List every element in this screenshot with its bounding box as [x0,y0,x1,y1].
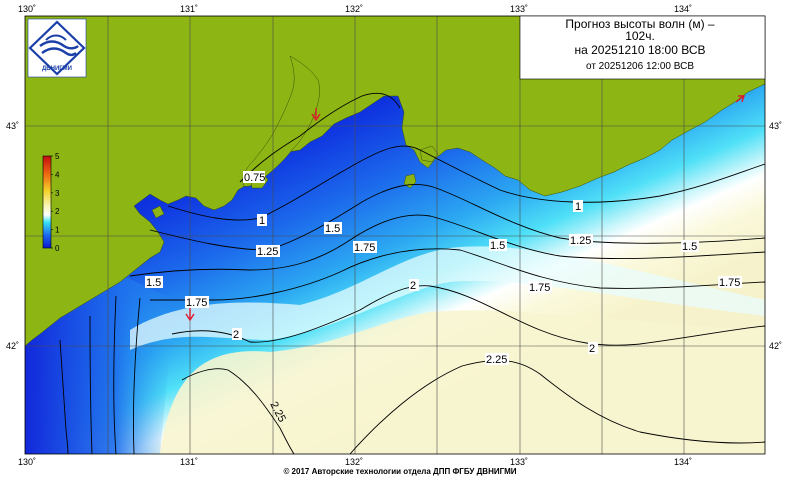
white-wave-band [130,246,765,350]
contour-label: 2 [589,343,595,355]
lon-label: 131˚ [180,457,198,467]
lon-label: 132˚ [345,4,363,14]
contour-label: 2 [233,329,239,341]
lon-label: 130˚ [18,4,36,14]
logo-text: ДВНИГМИ [42,66,72,72]
direction-arrows [185,95,745,322]
map-body: 0.75 1 1.25 1.5 1.75 2 2 2 1.5 1.75 1 1.… [25,16,765,454]
legend-tick-labels: 5 4 3 2 1 0 [51,152,60,253]
contour-1.75 [149,248,765,301]
contour-labels: 0.75 1 1.25 1.5 1.75 2 2 2 1.5 1.75 1 1.… [145,171,742,424]
legend-tick-label: 5 [55,152,60,161]
contour-2.25-b [349,360,765,454]
contour-label: 1.5 [325,223,340,235]
lat-label: 43˚ [6,121,19,131]
contour-2 [171,285,765,346]
contour-label: 1 [259,215,265,227]
arrow-icon [311,108,321,122]
title-line-4: от 20251206 12:00 ВСВ [586,61,694,72]
contour-label: 1.5 [490,240,505,252]
legend-tick-label: 1 [55,226,60,235]
contour-label: 1.25 [257,246,278,258]
contour-label: 1.75 [529,282,550,294]
title-box: Прогноз высоты волн (м) – 102ч. на 20251… [519,15,766,80]
contour-west-1 [59,339,69,454]
title-line-3: на 20251210 18:00 ВСВ [575,43,706,57]
legend-tick-label: 4 [55,170,60,179]
color-legend: 5 4 3 2 1 0 [42,152,60,253]
logo-wave-icon [39,40,79,50]
latitude-labels: 43˚ 42˚ 43˚ 42˚ [6,121,782,351]
contour-label: 1 [575,201,581,213]
island-small [151,205,165,219]
contour-2.25-a [181,368,295,454]
contour-label: 0.75 [244,172,265,184]
legend-tick-label: 3 [55,189,60,198]
contour-west-4 [133,297,141,454]
lon-label: 134˚ [674,4,692,14]
contour-west-3 [113,295,117,454]
lat-label: 42˚ [6,341,19,351]
dvnigmi-logo: ДВНИГМИ [27,18,87,78]
longitude-labels-bottom: 130˚ 131˚ 132˚ 133˚ 134˚ [18,457,692,467]
arrow-icon [185,308,195,322]
contour-label: 1.75 [186,297,207,309]
footer-credit: © 2017 Авторские технологии отдела ДПП Ф… [283,467,516,476]
map-frame [24,15,766,455]
contour-west-2 [89,315,93,454]
contour-label: 1.75 [354,242,375,254]
graticule [25,16,765,454]
lon-label: 133˚ [510,4,528,14]
arrow-icon [735,95,745,103]
lon-label: 131˚ [180,4,198,14]
legend-colorbar [42,155,52,249]
contour-label: 1.75 [719,277,740,289]
legend-tick-label: 2 [55,207,60,216]
title-line-2: 102ч. [625,29,655,43]
contour-label: 1.25 [570,235,591,247]
lat-label: 43˚ [769,121,782,131]
title-line-1: Прогноз высоты волн (м) – [565,17,715,31]
contour-label: 2 [410,280,416,292]
lon-label: 130˚ [18,457,36,467]
contour-0.75 [239,92,401,183]
contour-label: 1.5 [146,277,161,289]
lat-label: 42˚ [769,341,782,351]
legend-tick-label: 0 [55,244,60,253]
land-mainland [25,16,765,347]
contour-1.5 [129,214,765,277]
contour-label: 1.5 [682,241,697,253]
lon-label: 132˚ [345,457,363,467]
contour-label: 2.25 [486,354,507,366]
longitude-labels-top: 130˚ 131˚ 132˚ 133˚ 134˚ [18,4,692,14]
lon-label: 134˚ [674,457,692,467]
lon-label: 133˚ [510,457,528,467]
